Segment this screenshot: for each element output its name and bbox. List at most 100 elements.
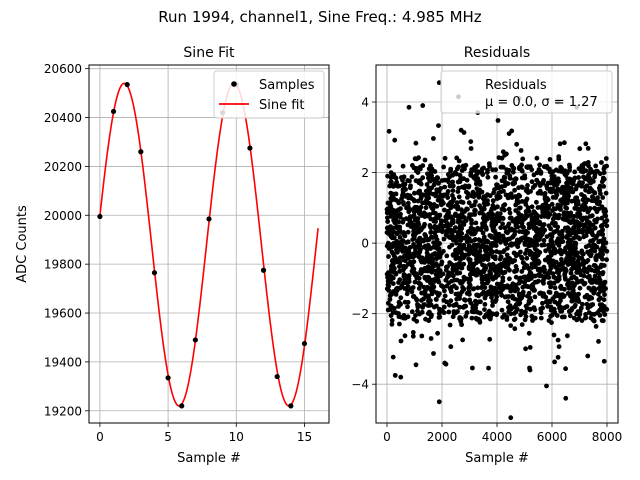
- residual-point: [485, 167, 490, 173]
- residual-point: [592, 172, 598, 177]
- residual-point: [562, 286, 567, 292]
- residual-outlier-point: [436, 399, 442, 405]
- residual-point: [560, 228, 565, 234]
- residual-point: [420, 257, 426, 262]
- residuals-ytick-label: −4: [351, 378, 369, 392]
- residual-point: [513, 264, 519, 269]
- residual-point: [442, 288, 447, 294]
- residual-point: [577, 308, 583, 314]
- residual-point: [519, 162, 524, 168]
- residual-point: [516, 293, 522, 298]
- residual-point: [549, 320, 554, 325]
- residual-point: [471, 194, 477, 200]
- residual-point: [429, 269, 435, 275]
- residual-point: [588, 303, 593, 309]
- residual-point: [512, 326, 518, 332]
- residual-point: [483, 273, 489, 279]
- residual-point: [486, 161, 492, 167]
- residual-point: [522, 317, 528, 323]
- residual-point: [477, 210, 483, 216]
- residual-point: [441, 236, 447, 242]
- residual-point: [395, 230, 401, 236]
- residual-outlier-point: [527, 367, 533, 373]
- residual-point: [456, 194, 462, 200]
- residual-point: [505, 299, 511, 305]
- residual-point: [490, 254, 496, 260]
- residual-point: [520, 156, 526, 162]
- residual-point: [529, 204, 535, 210]
- residual-point: [532, 294, 538, 300]
- residual-point: [600, 271, 605, 277]
- residual-point: [524, 164, 530, 170]
- residual-point: [503, 192, 509, 198]
- residual-point: [450, 253, 456, 258]
- residual-point: [460, 304, 466, 310]
- residual-point: [489, 234, 494, 240]
- residual-point: [535, 180, 541, 185]
- residual-point: [512, 316, 518, 322]
- residual-point: [460, 285, 465, 290]
- residual-point: [456, 217, 461, 223]
- sine-fit-legend-samples-marker: [231, 81, 237, 87]
- residual-point: [467, 276, 473, 281]
- residual-point: [470, 365, 475, 371]
- sine-fit-xlabel: Sample #: [177, 451, 241, 466]
- sample-point: [179, 403, 185, 409]
- residual-point: [564, 180, 569, 186]
- residual-point: [431, 263, 437, 268]
- residual-point: [568, 210, 574, 216]
- residual-point: [531, 305, 537, 310]
- residual-point: [393, 255, 398, 261]
- residual-point: [473, 164, 479, 170]
- residual-point: [494, 294, 500, 300]
- residual-point: [569, 306, 575, 311]
- residual-point: [596, 275, 602, 280]
- residual-point: [389, 318, 395, 323]
- residual-point: [415, 216, 421, 221]
- residual-point: [458, 280, 463, 286]
- residual-point: [600, 227, 605, 233]
- residuals-points-group: [384, 80, 610, 421]
- residual-point: [395, 183, 401, 189]
- residual-point: [463, 313, 469, 319]
- residual-point: [599, 223, 605, 228]
- residual-point: [407, 218, 412, 223]
- residual-point: [457, 304, 462, 310]
- residual-point: [512, 229, 518, 235]
- residual-point: [422, 243, 428, 249]
- residual-point: [405, 288, 410, 294]
- residual-point: [448, 298, 454, 304]
- residual-point: [426, 174, 432, 179]
- residual-point: [549, 201, 555, 207]
- residual-point: [573, 186, 579, 192]
- residual-point: [593, 163, 599, 169]
- residual-point: [459, 235, 465, 241]
- residual-point: [509, 195, 515, 201]
- residual-point: [495, 118, 501, 123]
- residual-point: [387, 231, 392, 237]
- sine-fit-ylabel: ADC Counts: [15, 205, 30, 283]
- residual-point: [421, 238, 426, 244]
- residual-point: [388, 263, 394, 269]
- residual-point: [473, 177, 478, 182]
- residual-point: [499, 307, 505, 313]
- sine-fit-ytick-label: 19600: [44, 307, 82, 321]
- residual-point: [562, 168, 567, 174]
- residual-point: [552, 212, 558, 218]
- residual-point: [551, 332, 557, 338]
- residual-point: [412, 156, 418, 162]
- residual-point: [395, 259, 400, 265]
- residual-point: [515, 224, 521, 230]
- residual-point: [459, 231, 465, 237]
- residual-point: [474, 227, 480, 233]
- residual-point: [563, 268, 569, 274]
- residual-point: [406, 273, 412, 278]
- residual-point: [566, 309, 572, 314]
- residual-point: [475, 171, 480, 177]
- residual-point: [597, 187, 603, 193]
- residual-point: [444, 253, 450, 259]
- residual-point: [500, 233, 506, 239]
- residual-point: [434, 203, 440, 209]
- residual-point: [540, 225, 545, 231]
- residual-point: [385, 300, 391, 306]
